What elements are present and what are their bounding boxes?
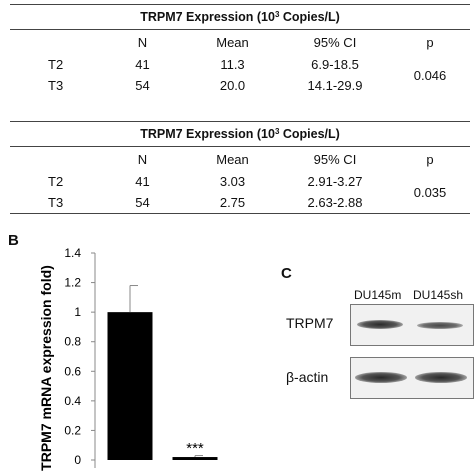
table-row: T3 54 2.75 2.63-2.88 <box>10 192 470 214</box>
y-tick-label: 1 <box>74 305 81 319</box>
p-value: 0.035 <box>390 171 471 214</box>
p-value: 0.046 <box>413 67 447 83</box>
y-tick-label: 0.6 <box>64 364 81 378</box>
y-axis: 0 0.2 0.4 0.6 0.8 1 1.2 1.4 <box>64 246 96 468</box>
col-header-mean: Mean <box>216 34 249 50</box>
col-header-n: N <box>137 151 148 167</box>
expression-table-2: TRPM7 Expression (103 Copies/L) N Mean 9… <box>10 121 471 214</box>
y-tick-label: 1.2 <box>64 276 81 290</box>
table-row: T2 41 11.3 6.9-18.5 0.046 <box>10 54 470 83</box>
col-header-p: p <box>426 151 434 167</box>
lane-label: DU145m <box>354 288 402 302</box>
significance-label: *** <box>186 440 204 457</box>
panel-b-label: B <box>8 232 19 249</box>
y-axis-label: TRPM7 mRNA expression fold) <box>38 265 54 471</box>
expression-table-1: TRPM7 Expression (103 Copies/L) N Mean 9… <box>10 4 471 96</box>
panel-c-label: C <box>281 265 292 282</box>
band <box>417 322 463 329</box>
row-label-actin: β-actin <box>286 369 329 385</box>
table-1-caption: TRPM7 Expression (103 Copies/L) <box>10 4 471 30</box>
table-2-caption: TRPM7 Expression (103 Copies/L) <box>10 121 471 147</box>
mrna-bar-chart: TRPM7 mRNA expression fold) 0 0.2 0.4 0.6 0.… <box>38 246 218 471</box>
band <box>355 372 407 383</box>
col-header-mean: Mean <box>216 151 249 167</box>
band <box>357 320 403 329</box>
table-row: T2 41 3.03 2.91-3.27 0.035 <box>10 171 471 214</box>
col-header-ci: 95% CI <box>313 151 357 167</box>
bars: *** <box>107 285 218 460</box>
col-header-ci: 95% CI <box>313 34 357 50</box>
lane-label: DU145sh <box>413 288 464 302</box>
y-tick-label: 0.2 <box>64 423 81 437</box>
y-tick-label: 0.8 <box>64 335 81 349</box>
row-label-trpm7: TRPM7 <box>286 315 334 331</box>
bar <box>172 457 218 460</box>
y-tick-label: 0 <box>74 453 81 467</box>
table-row: T3 54 20.0 14.1-29.9 <box>48 78 363 93</box>
col-header-n: N <box>137 34 148 50</box>
blot-actin <box>350 357 474 399</box>
col-header-p: p <box>426 34 434 50</box>
blot-trpm7 <box>350 304 474 346</box>
y-tick-label: 0.4 <box>64 394 81 408</box>
bar <box>107 312 153 460</box>
band <box>415 372 467 383</box>
y-tick-label: 1.4 <box>64 246 81 260</box>
western-blot: DU145m DU145sh TRPM7 β-actin <box>286 284 474 474</box>
